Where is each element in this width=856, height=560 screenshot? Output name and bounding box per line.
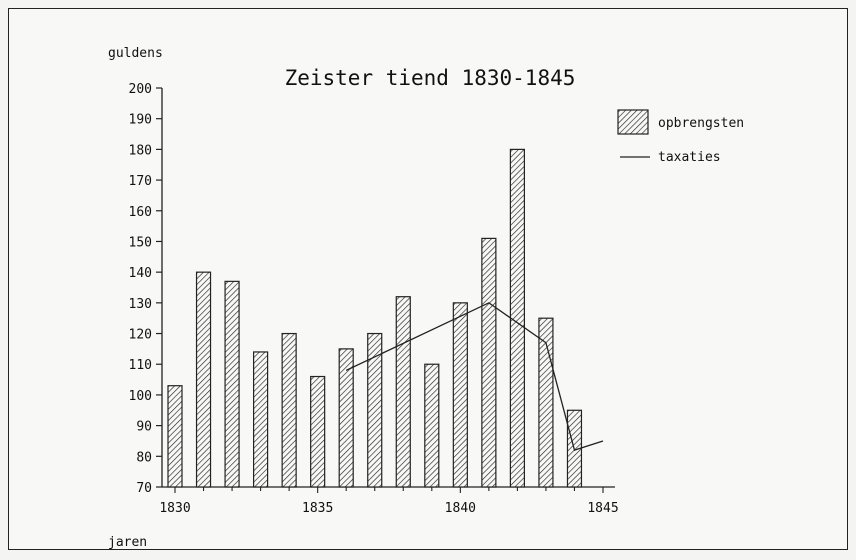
bar-1832 bbox=[224, 280, 240, 488]
y-tick-label: 80 bbox=[136, 450, 152, 465]
y-tick-label: 70 bbox=[136, 481, 152, 496]
bar-series bbox=[167, 148, 583, 488]
bar-1843 bbox=[538, 317, 554, 488]
legend: opbrengsten taxaties bbox=[617, 109, 744, 165]
taxaties-line bbox=[345, 302, 604, 451]
bar-1834 bbox=[281, 332, 297, 488]
y-tick-label: 180 bbox=[129, 143, 152, 158]
y-tick-label: 170 bbox=[129, 174, 152, 189]
y-tick-label: 200 bbox=[129, 82, 152, 97]
legend-swatch-opbrengsten bbox=[617, 109, 649, 135]
y-tick-label: 120 bbox=[129, 328, 152, 343]
bar-1833 bbox=[253, 351, 269, 488]
y-tick-label: 110 bbox=[129, 358, 152, 373]
x-axis: 1830 1835 1840 1845 bbox=[159, 486, 619, 516]
bar-1839 bbox=[424, 363, 440, 488]
y-tick-label: 90 bbox=[136, 420, 152, 435]
bar-1838 bbox=[395, 296, 411, 488]
bar-1831 bbox=[195, 271, 212, 488]
y-axis: 70 80 90 100 110 120 130 140 150 160 170 180 190 200 bbox=[129, 82, 163, 496]
bar-1840 bbox=[452, 302, 468, 488]
bar-1830 bbox=[167, 385, 183, 488]
x-tick-label: 1830 bbox=[159, 501, 190, 516]
legend-label-taxaties: taxaties bbox=[658, 150, 721, 165]
y-tick-label: 190 bbox=[129, 113, 152, 128]
chart-title: Zeister tiend 1830-1845 bbox=[285, 66, 576, 90]
x-tick-label: 1840 bbox=[445, 501, 476, 516]
line-series bbox=[345, 302, 604, 451]
y-tick-label: 130 bbox=[129, 297, 152, 312]
legend-label-opbrengsten: opbrengsten bbox=[658, 116, 744, 131]
x-tick-label: 1845 bbox=[587, 501, 618, 516]
y-tick-label: 140 bbox=[129, 266, 152, 281]
bar-1836 bbox=[338, 348, 354, 488]
bar-1837 bbox=[367, 332, 383, 488]
y-axis-title: guldens bbox=[108, 46, 163, 61]
bar-1842 bbox=[509, 148, 525, 488]
bar-1841 bbox=[481, 237, 497, 488]
x-axis-title: jaren bbox=[108, 535, 147, 550]
y-tick-label: 150 bbox=[129, 235, 152, 250]
y-tick-label: 100 bbox=[129, 389, 152, 404]
x-tick-label: 1835 bbox=[302, 501, 333, 516]
bar-1835 bbox=[310, 375, 326, 488]
y-tick-label: 160 bbox=[129, 205, 152, 220]
